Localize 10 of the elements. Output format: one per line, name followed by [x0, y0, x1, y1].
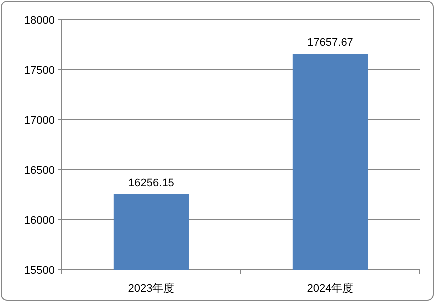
data-label: 16256.15	[128, 177, 174, 190]
y-tick-label: 15500	[24, 265, 55, 277]
y-tick-label: 17000	[24, 115, 55, 127]
y-tick-label: 17500	[24, 65, 55, 77]
y-tick-label: 16000	[24, 215, 55, 227]
x-tick-label: 2023年度	[128, 282, 175, 295]
data-label: 17657.67	[308, 37, 354, 50]
x-tick-label: 2024年度	[307, 282, 354, 295]
y-tick-label: 16500	[24, 165, 55, 177]
y-tick-label: 18000	[24, 15, 55, 27]
